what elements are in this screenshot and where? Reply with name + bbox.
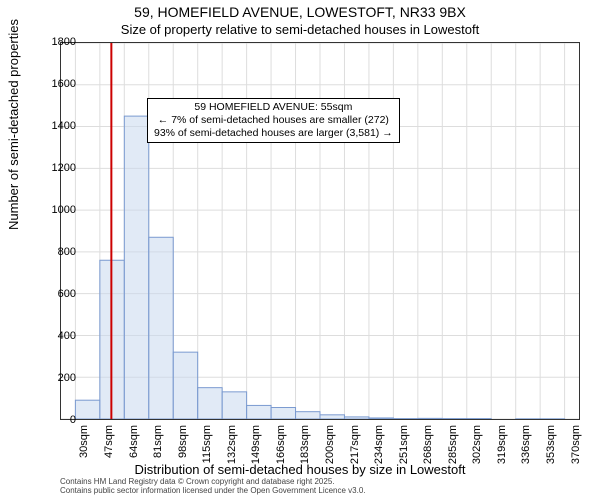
x-tick: 115sqm — [201, 425, 213, 463]
y-tick: 200 — [26, 372, 76, 384]
histogram-bar — [173, 352, 197, 419]
x-tick: 98sqm — [177, 425, 189, 458]
x-tick: 132sqm — [226, 425, 238, 464]
x-tick: 302sqm — [471, 425, 483, 464]
x-tick: 336sqm — [520, 425, 532, 464]
annotation-line3: 93% of semi-detached houses are larger (… — [154, 127, 393, 140]
histogram-bar — [296, 412, 320, 419]
y-axis-label: Number of semi-detached properties — [6, 19, 21, 230]
histogram-bar — [418, 418, 442, 419]
histogram-bar — [149, 237, 173, 419]
histogram-bar — [124, 116, 148, 419]
x-axis-label: Distribution of semi-detached houses by … — [0, 462, 600, 477]
histogram-bar — [320, 415, 344, 419]
histogram-bar — [222, 392, 246, 419]
x-tick: 81sqm — [152, 425, 164, 458]
x-tick: 319sqm — [496, 425, 508, 464]
x-tick: 285sqm — [447, 425, 459, 464]
y-tick: 1600 — [26, 78, 76, 90]
y-tick: 800 — [26, 246, 76, 258]
plot-area: 59 HOMEFIELD AVENUE: 55sqm ← 7% of semi-… — [60, 42, 580, 420]
chart-subtitle: Size of property relative to semi-detach… — [0, 22, 600, 37]
histogram-bar — [247, 405, 271, 419]
x-tick: 64sqm — [128, 425, 140, 458]
x-tick: 200sqm — [324, 425, 336, 464]
x-tick: 166sqm — [275, 425, 287, 464]
x-tick: 183sqm — [299, 425, 311, 464]
x-tick: 149sqm — [250, 425, 262, 464]
x-tick: 30sqm — [78, 425, 90, 458]
chart-title: 59, HOMEFIELD AVENUE, LOWESTOFT, NR33 9B… — [0, 4, 600, 20]
annotation-box: 59 HOMEFIELD AVENUE: 55sqm ← 7% of semi-… — [147, 98, 400, 143]
x-tick: 217sqm — [349, 425, 361, 464]
x-tick: 370sqm — [570, 425, 582, 464]
y-tick: 1400 — [26, 120, 76, 132]
y-tick: 1000 — [26, 204, 76, 216]
x-tick: 47sqm — [103, 425, 115, 458]
y-tick: 400 — [26, 330, 76, 342]
annotation-line2: ← 7% of semi-detached houses are smaller… — [154, 114, 393, 127]
x-tick: 251sqm — [398, 425, 410, 464]
y-tick: 1800 — [26, 36, 76, 48]
histogram-bar — [198, 388, 222, 419]
annotation-line1: 59 HOMEFIELD AVENUE: 55sqm — [154, 101, 393, 114]
footer-line2: Contains public sector information licen… — [60, 487, 366, 496]
histogram-bar — [271, 408, 295, 419]
x-tick: 234sqm — [373, 425, 385, 464]
y-tick: 0 — [26, 414, 76, 426]
x-tick: 353sqm — [545, 425, 557, 464]
attribution-footer: Contains HM Land Registry data © Crown c… — [60, 478, 366, 496]
histogram-bar — [75, 400, 99, 419]
y-tick: 1200 — [26, 162, 76, 174]
histogram-bar — [369, 418, 393, 419]
x-tick: 268sqm — [422, 425, 434, 464]
histogram-bar — [344, 417, 368, 419]
y-tick: 600 — [26, 288, 76, 300]
